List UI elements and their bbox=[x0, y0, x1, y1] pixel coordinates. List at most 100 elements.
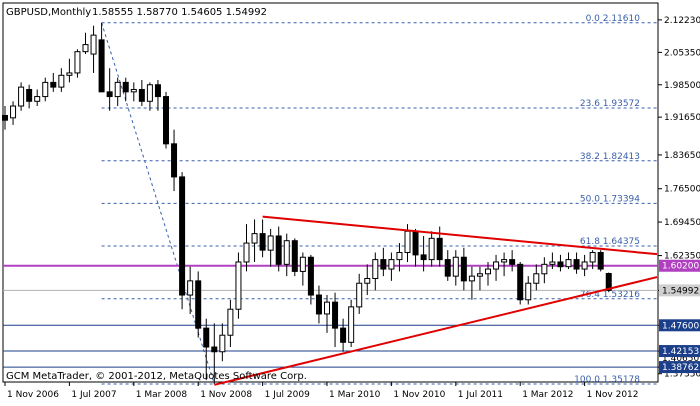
candle-body bbox=[420, 254, 427, 261]
time-axis-label: 1 Mar 2012 bbox=[522, 390, 573, 400]
candle-body bbox=[219, 334, 226, 353]
candle bbox=[74, 49, 81, 78]
candle-body bbox=[541, 263, 548, 275]
candle-body bbox=[283, 240, 290, 265]
candle-body bbox=[476, 273, 483, 277]
candle-body bbox=[66, 72, 73, 76]
price-axis-label: 2.12230 bbox=[664, 16, 700, 26]
candle-body bbox=[533, 273, 540, 284]
candle-body bbox=[203, 327, 210, 348]
candle bbox=[66, 58, 73, 83]
price-axis[interactable]: 2.12230 2.05350 1.98500 1.91650 1.83650 1.765… bbox=[658, 16, 700, 380]
candle-body bbox=[299, 256, 306, 272]
trendline[interactable] bbox=[214, 276, 658, 386]
price-tag-label: 1.38762 bbox=[662, 363, 699, 373]
candle-body bbox=[549, 261, 556, 265]
trendlines-layer bbox=[214, 215, 658, 386]
candle bbox=[573, 252, 580, 274]
candle-body bbox=[565, 259, 572, 268]
candle-body bbox=[275, 235, 282, 265]
candle-body bbox=[227, 308, 234, 336]
candle bbox=[460, 247, 467, 291]
candle-body bbox=[460, 256, 467, 282]
candle-body bbox=[404, 230, 411, 254]
time-axis-label: 1 Jul 2011 bbox=[458, 390, 503, 400]
candle bbox=[187, 266, 194, 314]
candle bbox=[171, 129, 178, 192]
candle-body bbox=[485, 268, 491, 275]
time-axis-label: 1 Jul 2009 bbox=[265, 390, 310, 400]
candle-body bbox=[589, 252, 596, 263]
candle bbox=[468, 266, 475, 300]
candle-body bbox=[106, 91, 113, 98]
candle bbox=[348, 299, 355, 348]
candle bbox=[259, 219, 266, 258]
price-tag-box bbox=[659, 345, 700, 358]
fib-level-label: 0.0 2.11610 bbox=[586, 14, 641, 24]
candle-body bbox=[259, 233, 266, 251]
fib-level-label: 50.0 1.73394 bbox=[580, 194, 640, 204]
candle bbox=[541, 257, 548, 284]
candle bbox=[50, 72, 57, 92]
trendline[interactable] bbox=[262, 215, 658, 256]
price-tag-label: 1.47600 bbox=[662, 321, 699, 331]
candle-body bbox=[501, 259, 508, 263]
candle bbox=[396, 243, 403, 272]
price-tag-label: 1.60200 bbox=[662, 262, 699, 272]
candle-body bbox=[138, 88, 145, 102]
candle bbox=[18, 82, 25, 111]
candle-body bbox=[58, 74, 65, 88]
fib-level-label: 61.8 1.64375 bbox=[580, 237, 640, 247]
time-axis-label: 1 Nov 2010 bbox=[393, 390, 445, 400]
candle bbox=[251, 219, 258, 262]
candle bbox=[493, 254, 500, 281]
candle bbox=[267, 228, 274, 267]
fib-level-label: 23.6 1.93572 bbox=[580, 99, 640, 109]
candle-body bbox=[2, 114, 8, 121]
candle bbox=[219, 323, 226, 362]
candle-body bbox=[130, 88, 137, 93]
candle-body bbox=[243, 242, 250, 263]
candle-body bbox=[372, 259, 379, 280]
price-tag-box bbox=[659, 319, 700, 332]
price-axis-label: 1.69450 bbox=[664, 218, 700, 228]
candle bbox=[146, 82, 153, 111]
candle-body bbox=[18, 86, 25, 107]
candle bbox=[444, 250, 451, 281]
candle-body bbox=[42, 81, 49, 98]
price-axis-label: 1.37350 bbox=[664, 370, 700, 380]
fib-level-label: 100.0 1.35178 bbox=[574, 375, 640, 385]
candle-body bbox=[74, 51, 81, 74]
candle-body bbox=[436, 237, 443, 261]
candle bbox=[597, 250, 604, 272]
candle bbox=[340, 318, 347, 352]
candle-body bbox=[340, 327, 347, 343]
candle-body bbox=[315, 294, 322, 315]
price-tag-hidden-label: 1.40650 bbox=[662, 354, 699, 364]
candle-body bbox=[235, 261, 242, 310]
candle bbox=[291, 238, 298, 277]
candle bbox=[364, 264, 371, 296]
candle bbox=[324, 295, 330, 333]
candle bbox=[34, 89, 41, 107]
candle-body bbox=[396, 252, 403, 261]
candle bbox=[26, 84, 33, 109]
candle bbox=[114, 77, 121, 107]
fib-level-label: 76.4 1.53216 bbox=[580, 290, 640, 300]
time-axis[interactable]: 1 Nov 2006 1 Jul 2007 1 Mar 2008 1 Nov 2008… bbox=[4, 382, 639, 400]
bid-price-tag-box bbox=[659, 284, 700, 297]
copyright-label: GCM MetaTrader, © 2001-2012, MetaQuotes … bbox=[6, 371, 307, 382]
candle bbox=[58, 68, 65, 92]
bid-price-tag-label: 1.54992 bbox=[662, 286, 699, 296]
candle-body bbox=[388, 259, 395, 270]
candle bbox=[565, 252, 572, 270]
price-tag-box bbox=[659, 361, 700, 374]
candle-body bbox=[50, 81, 57, 88]
candle bbox=[243, 224, 250, 272]
candle bbox=[106, 68, 113, 111]
candle-body bbox=[573, 259, 580, 270]
candle bbox=[420, 235, 427, 272]
candle bbox=[485, 261, 491, 286]
